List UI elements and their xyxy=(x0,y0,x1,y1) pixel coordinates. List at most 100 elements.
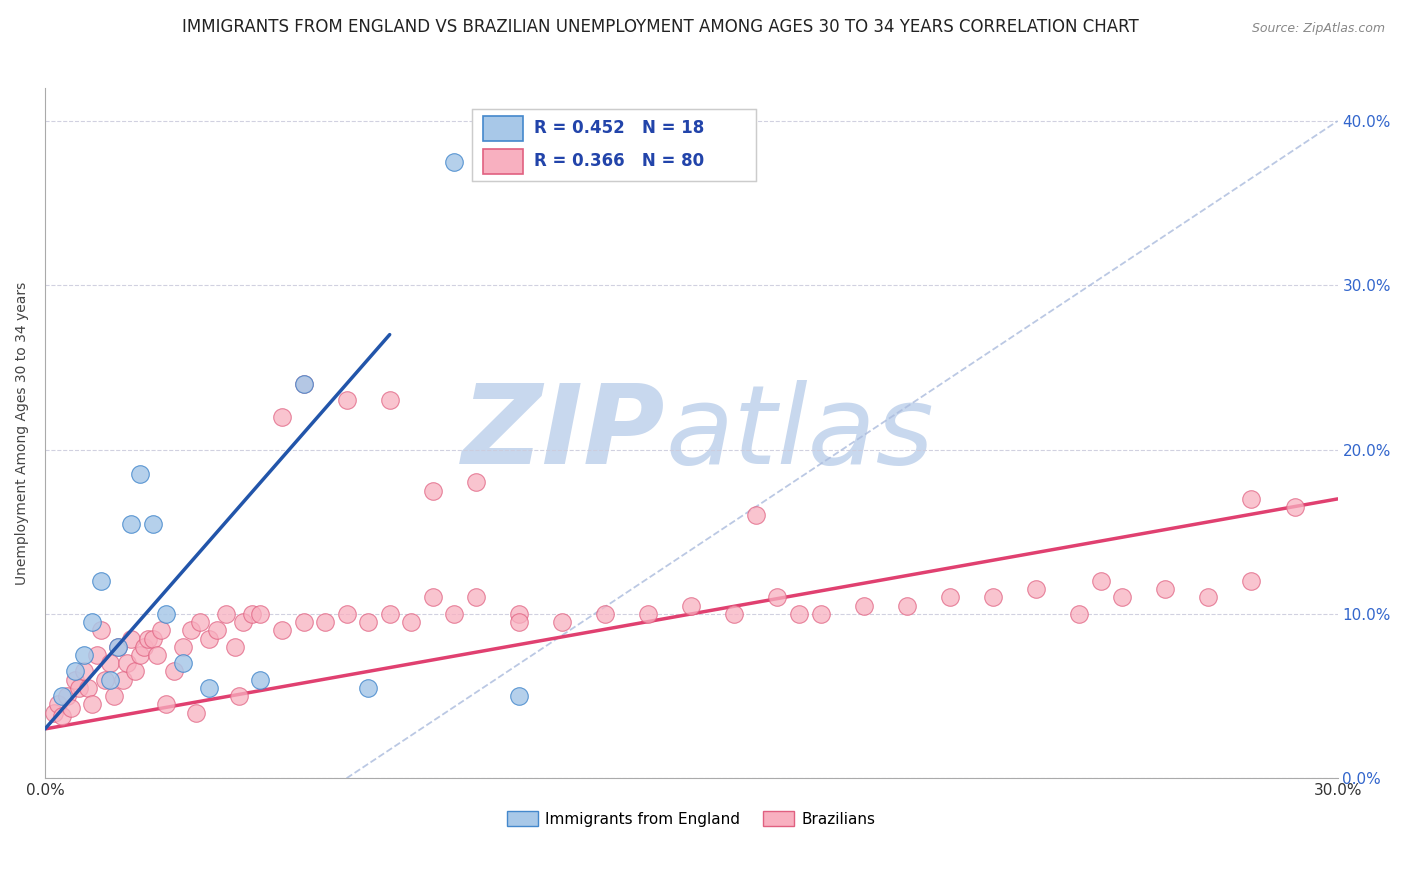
Point xyxy=(508,615,530,629)
Point xyxy=(378,393,401,408)
Point xyxy=(723,607,745,621)
Point xyxy=(128,467,150,482)
Point xyxy=(314,615,336,629)
Legend: Immigrants from England, Brazilians: Immigrants from England, Brazilians xyxy=(501,805,882,833)
Point xyxy=(172,640,194,654)
Point xyxy=(224,640,246,654)
Point xyxy=(896,599,918,613)
Point xyxy=(207,624,229,638)
Point xyxy=(77,681,100,695)
Point xyxy=(90,624,112,638)
Point xyxy=(120,516,142,531)
Point xyxy=(464,591,486,605)
Point xyxy=(51,689,73,703)
Point xyxy=(142,632,165,646)
Point xyxy=(766,591,789,605)
Point xyxy=(107,640,129,654)
Point xyxy=(146,648,169,662)
Point xyxy=(184,706,207,720)
Point xyxy=(90,574,112,588)
Point xyxy=(1197,591,1219,605)
Point xyxy=(63,673,86,687)
Point xyxy=(188,615,211,629)
Point xyxy=(115,657,138,671)
Point xyxy=(180,624,202,638)
Point xyxy=(551,615,574,629)
Point xyxy=(86,648,108,662)
Text: ZIP: ZIP xyxy=(463,380,665,487)
Point xyxy=(745,508,768,523)
Point xyxy=(336,393,359,408)
Point xyxy=(46,698,69,712)
Point xyxy=(55,689,77,703)
Point xyxy=(124,665,146,679)
Point xyxy=(42,706,65,720)
Point xyxy=(215,607,238,621)
Point xyxy=(98,657,121,671)
Point xyxy=(51,708,73,723)
Point xyxy=(228,689,250,703)
Text: IMMIGRANTS FROM ENGLAND VS BRAZILIAN UNEMPLOYMENT AMONG AGES 30 TO 34 YEARS CORR: IMMIGRANTS FROM ENGLAND VS BRAZILIAN UNE… xyxy=(183,18,1139,36)
Point xyxy=(155,607,177,621)
Point xyxy=(593,607,616,621)
Point xyxy=(464,475,486,490)
Point xyxy=(132,640,155,654)
Point xyxy=(422,483,444,498)
Point xyxy=(150,624,173,638)
Point xyxy=(249,607,271,621)
Point xyxy=(357,681,380,695)
Point xyxy=(69,681,91,695)
Point xyxy=(240,607,263,621)
Point xyxy=(1025,582,1047,597)
Point xyxy=(1111,591,1133,605)
Point xyxy=(508,689,530,703)
Point xyxy=(111,673,134,687)
Point xyxy=(508,607,530,621)
Point xyxy=(73,665,96,679)
Point xyxy=(155,698,177,712)
Point xyxy=(852,599,875,613)
Point xyxy=(103,689,125,703)
Point xyxy=(443,607,465,621)
Point xyxy=(292,615,315,629)
Point xyxy=(163,665,186,679)
Point xyxy=(422,591,444,605)
Point xyxy=(378,607,401,621)
Point xyxy=(1240,491,1263,506)
Point xyxy=(336,607,359,621)
Point xyxy=(128,648,150,662)
Point xyxy=(1154,582,1177,597)
Y-axis label: Unemployment Among Ages 30 to 34 years: Unemployment Among Ages 30 to 34 years xyxy=(15,282,30,585)
Point xyxy=(443,155,465,169)
Point xyxy=(172,657,194,671)
Point xyxy=(1240,574,1263,588)
Point xyxy=(1284,500,1306,515)
Point xyxy=(810,607,832,621)
Point xyxy=(787,607,810,621)
Point xyxy=(271,409,294,424)
Point xyxy=(120,632,142,646)
Point xyxy=(292,376,315,391)
Point xyxy=(271,624,294,638)
Text: Source: ZipAtlas.com: Source: ZipAtlas.com xyxy=(1251,22,1385,36)
Point xyxy=(63,665,86,679)
Point xyxy=(94,673,117,687)
Point xyxy=(357,615,380,629)
Point xyxy=(292,376,315,391)
Point xyxy=(142,516,165,531)
Point xyxy=(1090,574,1112,588)
Point xyxy=(981,591,1004,605)
Point xyxy=(939,591,962,605)
Point xyxy=(399,615,422,629)
Point xyxy=(82,698,104,712)
Point xyxy=(138,632,160,646)
Point xyxy=(59,700,82,714)
Point xyxy=(232,615,254,629)
Point xyxy=(82,615,104,629)
Point xyxy=(107,640,129,654)
Text: atlas: atlas xyxy=(665,380,934,487)
Point xyxy=(681,599,703,613)
Point xyxy=(197,632,219,646)
Point xyxy=(1069,607,1091,621)
Point xyxy=(98,673,121,687)
